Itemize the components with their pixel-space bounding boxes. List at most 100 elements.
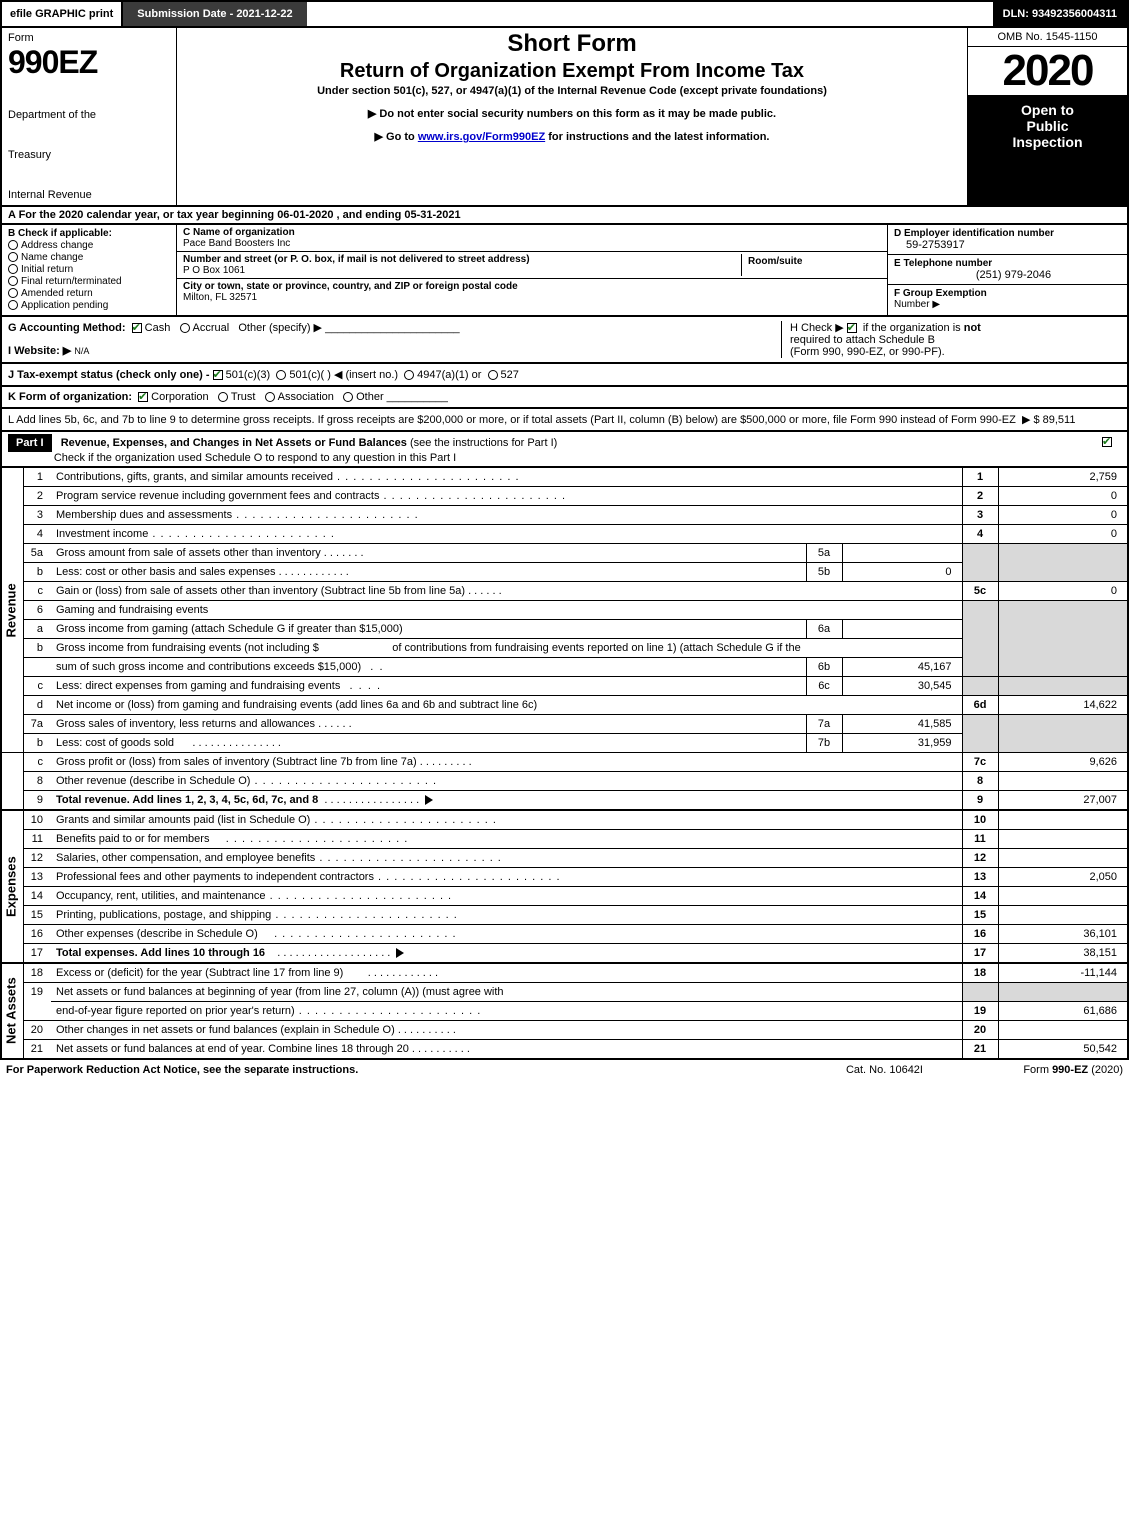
chk-initial-return-label: Initial return [21,264,73,275]
l3-num: 3 [23,506,51,525]
header-center: Short Form Return of Organization Exempt… [177,28,967,205]
row-a-tax-year: A For the 2020 calendar year, or tax yea… [0,207,1129,225]
l20-desc-text: Other changes in net assets or fund bala… [56,1024,395,1036]
footer-center: Cat. No. 10642I [846,1064,923,1076]
part1-badge: Part I [8,434,52,452]
l6b-desc-top: Gross income from fundraising events (no… [51,639,962,658]
open-to-public: Open to Public Inspection [968,96,1127,205]
l13-rn: 13 [962,868,998,887]
c-addr-block: Number and street (or P. O. box, if mail… [177,252,887,279]
h-line2: required to attach Schedule B [790,334,935,346]
l5c-num: c [23,582,51,601]
l19-desc1: Net assets or fund balances at beginning… [51,983,962,1002]
l6b-d1: Gross income from fundraising events (no… [56,642,319,654]
g-accrual-radio[interactable] [180,323,190,333]
h-not: not [964,322,981,334]
omb-number: OMB No. 1545-1150 [968,28,1127,47]
l20-rv [998,1021,1128,1040]
l19-rv-grey [998,983,1128,1002]
l2-desc: Program service revenue including govern… [51,487,962,506]
j-501c-label: 501(c)( ) ◀ (insert no.) [289,369,398,381]
l9-desc-text: Total revenue. Add lines 1, 2, 3, 4, 5c,… [56,794,318,806]
footer-right: Form 990-EZ (2020) [923,1064,1123,1076]
d-ein-block: D Employer identification number 59-2753… [888,225,1127,255]
l15-desc-text: Printing, publications, postage, and shi… [56,909,271,921]
l4-desc-text: Investment income [56,528,148,540]
l6abc-rn-grey [962,601,998,677]
note-goto-pre: ▶ Go to [375,131,418,143]
l6c-rn-grey [962,677,998,696]
irs-link[interactable]: www.irs.gov/Form990EZ [418,131,545,143]
chk-final-return[interactable]: Final return/terminated [8,276,170,287]
l6abc-rv-grey [998,601,1128,677]
note-no-ssn: ▶ Do not enter social security numbers o… [185,107,959,120]
l16-dots [270,928,457,940]
l15-rv [998,906,1128,925]
l17-rv: 38,151 [998,944,1128,964]
l17-num: 17 [23,944,51,964]
col-def: D Employer identification number 59-2753… [887,225,1127,315]
j-527-label: 527 [501,369,519,381]
j-501c-radio[interactable] [276,370,286,380]
l21-desc-text: Net assets or fund balances at end of ye… [56,1043,409,1055]
l13-desc-text: Professional fees and other payments to … [56,871,374,883]
h-checkbox[interactable] [847,323,857,333]
chk-initial-return[interactable]: Initial return [8,264,170,275]
chk-application-pending[interactable]: Application pending [8,300,170,311]
efile-print-button[interactable]: efile GRAPHIC print [2,2,123,26]
l16-desc: Other expenses (describe in Schedule O) [51,925,962,944]
l7b-desc: Less: cost of goods sold . . . . . . . .… [51,734,806,753]
l11-rv [998,830,1128,849]
l6c-desc: Less: direct expenses from gaming and fu… [51,677,806,696]
row-g-h: G Accounting Method: Cash Accrual Other … [0,317,1129,364]
l5ab-rv-grey [998,544,1128,582]
l11-rn: 11 [962,830,998,849]
c-city-label: City or town, state or province, country… [183,281,881,292]
l-text: L Add lines 5b, 6c, and 7b to line 9 to … [8,414,1016,426]
k-assoc-radio[interactable] [265,392,275,402]
l8-desc: Other revenue (describe in Schedule O) [51,772,962,791]
j-527-radio[interactable] [488,370,498,380]
chk-name-change-label: Name change [21,252,83,263]
k-corp-checkbox[interactable] [138,392,148,402]
k-label: K Form of organization: [8,391,132,403]
dept-line-3: Internal Revenue [8,189,170,201]
j-501c3-checkbox[interactable] [213,370,223,380]
k-trust-label: Trust [231,391,256,403]
part1-paren: (see the instructions for Part I) [410,437,557,449]
k-other-radio[interactable] [343,392,353,402]
l20-num: 20 [23,1021,51,1040]
chk-address-change[interactable]: Address change [8,240,170,251]
g-cash-checkbox[interactable] [132,323,142,333]
title-short-form: Short Form [185,30,959,58]
k-trust-radio[interactable] [218,392,228,402]
l16-rv: 36,101 [998,925,1128,944]
chk-amended-return[interactable]: Amended return [8,288,170,299]
l15-rn: 15 [962,906,998,925]
l11-desc-text: Benefits paid to or for members [56,833,209,845]
j-4947-radio[interactable] [404,370,414,380]
part1-scho-checkbox[interactable] [1102,437,1112,447]
f-group-label: F Group Exemption [894,288,987,299]
l5c-desc-text: Gain or (loss) from sale of assets other… [56,585,465,597]
l10-dots [310,814,497,826]
c-addr-value: P O Box 1061 [183,265,741,276]
top-bar: efile GRAPHIC print Submission Date - 20… [0,0,1129,26]
l2-desc-text: Program service revenue including govern… [56,490,379,502]
l5c-rn: 5c [962,582,998,601]
l5b-num: b [23,563,51,582]
chk-name-change[interactable]: Name change [8,252,170,263]
row-h: H Check ▶ if the organization is not req… [781,321,1121,358]
k-assoc-label: Association [278,391,334,403]
l1-rn: 1 [962,468,998,487]
l9-arrow-icon [425,795,433,805]
l3-desc-text: Membership dues and assessments [56,509,232,521]
h-pre: H Check ▶ [790,322,847,334]
l5ab-rn-grey [962,544,998,582]
l10-rn: 10 [962,810,998,830]
row-l: L Add lines 5b, 6c, and 7b to line 9 to … [0,409,1129,432]
l18-rv: -11,144 [998,963,1128,983]
l6d-desc: Net income or (loss) from gaming and fun… [51,696,962,715]
c-name-label: C Name of organization [183,227,881,238]
k-corp-label: Corporation [151,391,208,403]
